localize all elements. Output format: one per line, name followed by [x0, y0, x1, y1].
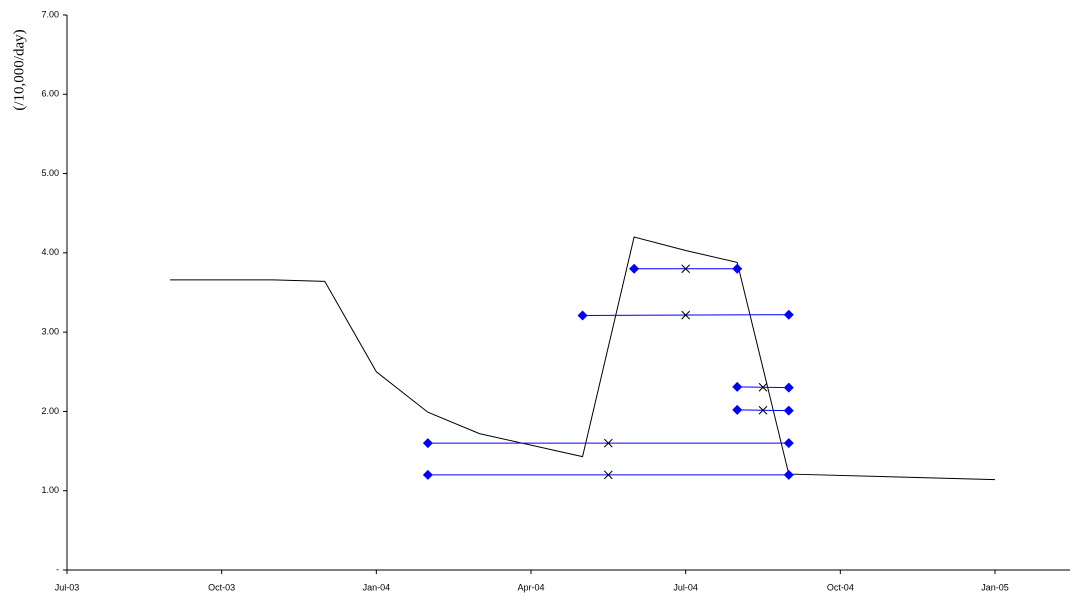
y-tick-label: 4.00 [41, 247, 59, 257]
diamond-marker [783, 309, 794, 320]
y-axis-label: (/10,000/day) [11, 29, 27, 110]
x-tick-label: Jul-04 [673, 582, 698, 592]
y-tick-label: 6.00 [41, 89, 59, 99]
cross-marker [603, 438, 613, 448]
diamond-marker [629, 263, 640, 274]
cross-marker [681, 310, 691, 320]
diamond-marker [732, 263, 743, 274]
x-tick-label: Oct-03 [208, 582, 235, 592]
x-tick-label: Jan-04 [363, 582, 391, 592]
cross-marker [603, 470, 613, 480]
x-tick-label: Jan-05 [981, 582, 1009, 592]
diamond-marker [577, 310, 588, 321]
y-tick-label: 1.00 [41, 485, 59, 495]
series-line [170, 236, 996, 481]
diamond-marker [422, 469, 433, 480]
x-tick-label: Apr-04 [517, 582, 544, 592]
cross-marker [758, 405, 768, 415]
diamond-marker [783, 405, 794, 416]
diamond-marker [732, 404, 743, 415]
diamond-marker [783, 382, 794, 393]
x-tick-label: Jul-03 [55, 582, 80, 592]
y-tick-label: - [56, 564, 59, 574]
diamond-marker [422, 438, 433, 449]
y-tick-label: 7.00 [41, 9, 59, 19]
diamond-marker [783, 438, 794, 449]
diamond-marker [732, 381, 743, 392]
y-tick-label: 5.00 [41, 168, 59, 178]
x-tick-label: Oct-04 [827, 582, 854, 592]
diamond-marker [783, 469, 794, 480]
y-tick-label: 3.00 [41, 327, 59, 337]
cross-marker [758, 382, 768, 392]
cross-marker [681, 264, 691, 274]
y-tick-label: 2.00 [41, 406, 59, 416]
